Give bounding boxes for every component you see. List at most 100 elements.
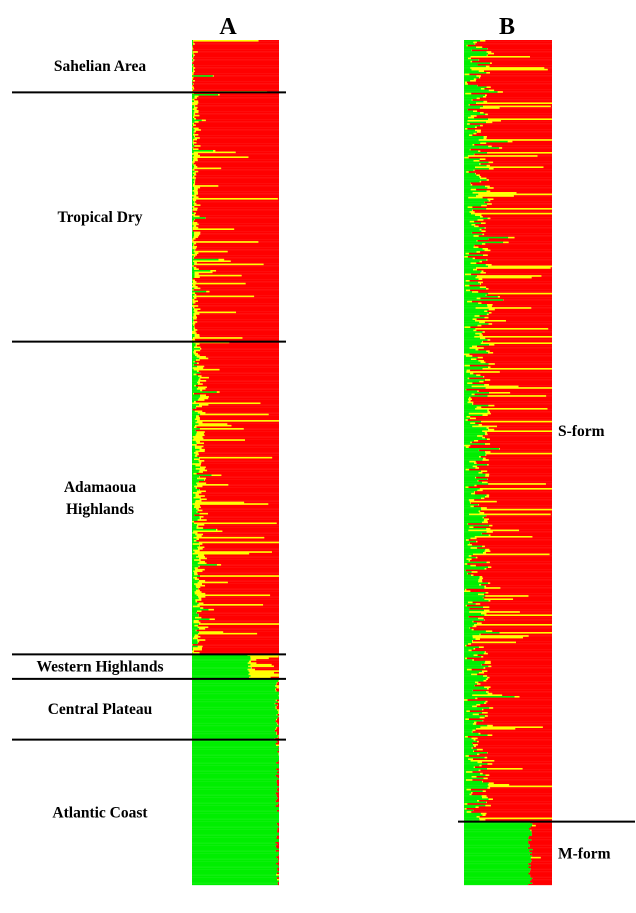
panel-b-yellow-segment [480,124,483,127]
panel-a-green-segment [192,448,200,451]
panel-b-green-segment [464,556,476,559]
panel-a-red-segment [219,93,279,96]
panel-b-yellow-segment [475,276,532,279]
panel-b-green-segment [464,52,489,55]
panel-b-yellow-segment [480,772,483,775]
panel-a-green-segment [192,474,212,477]
panel-a-green-segment [192,271,195,274]
panel-a-yellow-segment [197,581,228,584]
panel-a-green-segment [192,293,195,296]
panel-a-green-segment [192,685,276,687]
panel-a-yellow-segment [196,482,207,485]
panel-a-red-segment [254,295,279,298]
panel-a-green-segment [192,509,198,512]
panel-a-red-segment [192,408,279,411]
panel-a-red-segment [198,121,279,123]
panel-b-green-segment [464,715,485,717]
panel-b-green-segment [464,788,467,791]
panel-b-red-segment [499,296,552,298]
panel-a-red-segment [197,165,279,168]
panel-a-yellow-segment [195,599,202,602]
panel-b-green-segment [464,513,470,516]
panel-b-green-segment [464,224,472,226]
panel-a-yellow-segment [196,415,199,418]
panel-a-yellow-segment [194,458,200,461]
panel-a-green-segment [192,183,194,186]
panel-b-red-segment [488,521,552,524]
panel-b-yellow-segment [488,566,492,569]
panel-b-green-segment [464,268,474,271]
panel-a-green-segment [192,504,195,507]
panel-b-green-segment [464,294,486,297]
panel-a-red-segment [198,634,279,637]
panel-a-green-segment [192,699,276,702]
panel-b-yellow-segment [476,297,481,300]
panel-b-yellow-segment [485,433,488,436]
panel-a-green-segment [192,324,194,327]
panel-b-green-segment [464,736,466,738]
panel-b-green-segment [464,876,531,878]
panel-b-green-segment [464,524,490,527]
panel-b-yellow-segment [472,465,478,468]
panel-b-green-segment [464,651,485,653]
panel-b-red-segment [476,723,552,725]
panel-b-green-segment [464,75,477,77]
panel-b-green-segment [464,336,475,338]
panel-a-green-segment [192,314,194,317]
panel-b-yellow-segment [476,251,481,253]
panel-b-green-segment [464,140,508,143]
panel-b-green-segment [464,764,480,767]
panel-b-yellow-segment [486,179,489,181]
panel-b-red-segment [515,641,552,644]
panel-b-yellow-segment [477,740,479,743]
panel-b-red-segment [483,617,552,620]
panel-b-red-segment [468,523,552,525]
panel-b-green-segment [464,683,478,685]
panel-b-red-segment [466,388,552,391]
panel-b-red-segment [479,449,552,452]
panel-a-yellow-segment [197,626,209,629]
panel-b-red-segment [485,457,552,460]
panel-a-yellow-segment [193,257,195,259]
panel-a-red-segment [201,500,279,502]
panel-a-red-segment [275,850,279,852]
panel-a-green-segment [192,439,193,442]
panel-a-yellow-segment [199,628,206,630]
panel-b-red-segment [530,869,552,872]
panel-b-green-segment [464,635,473,637]
panel-b-red-segment [487,433,552,436]
panel-b-yellow-segment [472,659,474,661]
panel-a-green-segment [192,380,199,382]
panel-a-yellow-segment [194,137,200,139]
panel-b-red-segment [492,763,552,765]
panel-b-green-segment [464,760,471,762]
panel-a-red-segment [213,75,279,77]
panel-b-yellow-segment [475,556,478,559]
panel-b-yellow-segment [481,795,487,797]
panel-b-green-segment [464,776,472,778]
panel-a-green-segment [192,840,279,843]
panel-a-red-segment [275,688,279,691]
panel-b-yellow-segment [484,585,487,588]
panel-b-green-segment [464,748,477,751]
panel-b-green-segment [464,403,473,405]
panel-a-green-segment [192,698,279,700]
panel-a-yellow-segment [194,121,199,123]
panel-b-green-segment [464,243,482,245]
panel-a-yellow-segment [200,396,209,398]
panel-b-yellow-segment [484,227,486,229]
panel-a-green-segment [192,694,279,697]
panel-b-green-segment [464,800,478,802]
panel-b-yellow-segment [470,115,477,117]
panel-b-red-segment [486,204,552,207]
panel-a-green-segment [192,436,193,438]
panel-a-red-segment [198,111,279,114]
panel-b-green-segment [464,792,472,794]
panel-a-green-segment [192,391,217,394]
panel-b-red-segment [531,831,552,833]
panel-a-red-segment [272,456,279,459]
panel-a-red-segment [275,792,279,795]
panel-a-yellow-segment [194,293,197,296]
panel-a-green-segment [192,51,193,53]
